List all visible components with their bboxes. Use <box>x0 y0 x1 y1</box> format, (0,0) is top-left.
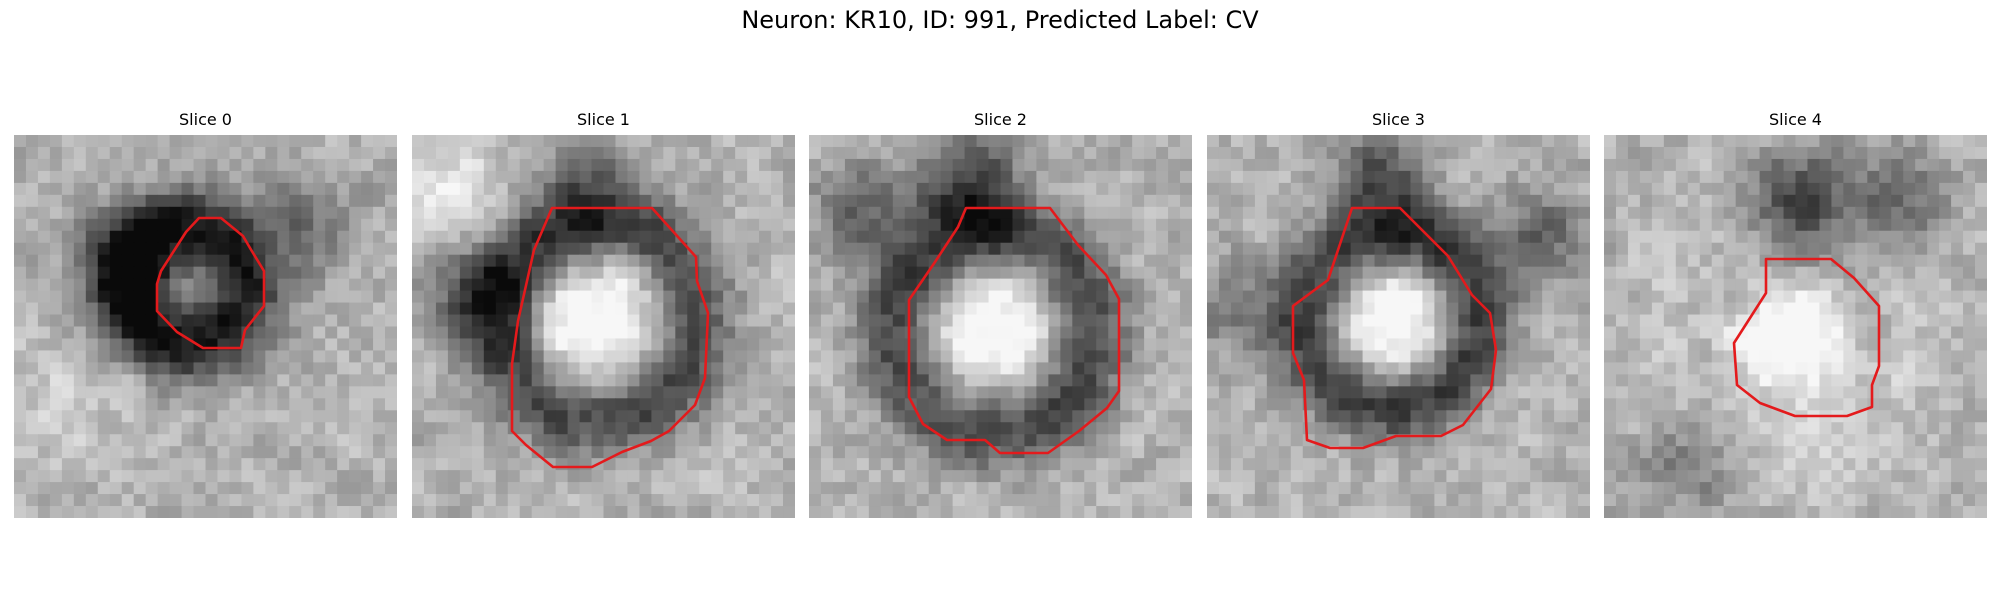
slice-title: Slice 3 <box>1372 110 1425 129</box>
segmentation-contour <box>1732 257 1881 418</box>
segmentation-contour <box>510 206 710 469</box>
slice-image <box>14 135 397 518</box>
slice-title: Slice 2 <box>974 110 1027 129</box>
segmentation-contour <box>155 216 266 350</box>
slice-title: Slice 4 <box>1769 110 1822 129</box>
slice-image <box>1207 135 1590 518</box>
slice-image <box>809 135 1192 518</box>
slice-image <box>412 135 795 518</box>
segmentation-contour <box>1291 206 1498 450</box>
slice-image <box>1604 135 1987 518</box>
segmentation-contour <box>907 206 1121 455</box>
slice-title: Slice 0 <box>179 110 232 129</box>
slice-title: Slice 1 <box>577 110 630 129</box>
figure-title: Neuron: KR10, ID: 991, Predicted Label: … <box>741 6 1259 34</box>
